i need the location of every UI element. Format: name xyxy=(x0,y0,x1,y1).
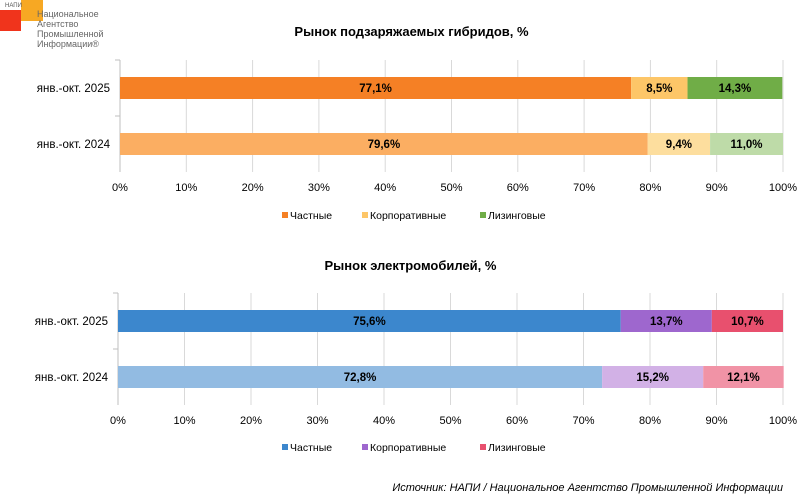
legend-swatch xyxy=(480,444,486,450)
data-label: 10,7% xyxy=(731,316,764,328)
bar-segment xyxy=(118,366,603,388)
category-label: янв.-окт. 2025 xyxy=(35,316,108,328)
logo-line: Промышленной xyxy=(37,29,104,39)
data-label: 75,6% xyxy=(353,316,386,328)
x-tick-label: 0% xyxy=(112,182,128,194)
x-tick-label: 70% xyxy=(573,182,595,194)
x-tick-label: 70% xyxy=(572,415,594,427)
bar-segment xyxy=(710,133,783,155)
source-note: Источник: НАПИ / Национальное Агентство … xyxy=(392,482,783,494)
logo-line: Информации® xyxy=(37,39,99,49)
data-label: 9,4% xyxy=(666,139,692,151)
x-tick-label: 80% xyxy=(639,415,661,427)
logo-line: Агентство xyxy=(37,19,79,29)
data-label: 8,5% xyxy=(646,83,672,95)
category-label: янв.-окт. 2024 xyxy=(37,139,111,151)
legend-label: Корпоративные xyxy=(370,210,446,222)
x-tick-label: 30% xyxy=(306,415,328,427)
data-label: 11,0% xyxy=(731,139,763,151)
data-label: 79,6% xyxy=(368,139,401,151)
x-tick-label: 50% xyxy=(440,182,462,194)
logo-abbr: НАПИ xyxy=(5,3,22,9)
legend-label: Частные xyxy=(290,210,332,222)
x-tick-label: 20% xyxy=(240,415,262,427)
bar-segment xyxy=(647,133,711,155)
legend-label: Частные xyxy=(290,442,332,454)
legend-swatch xyxy=(362,444,368,450)
x-tick-label: 60% xyxy=(506,415,528,427)
legend-label: Лизинговые xyxy=(488,442,546,454)
chart-title: Рынок электромобилей, % xyxy=(325,258,497,273)
legend-swatch xyxy=(282,444,288,450)
x-tick-label: 80% xyxy=(639,182,661,194)
logo-line: Национальное xyxy=(37,9,99,19)
x-tick-label: 90% xyxy=(706,182,728,194)
x-tick-label: 50% xyxy=(439,415,461,427)
bar-segment xyxy=(703,366,784,388)
chart-title: Рынок подзаряжаемых гибридов, % xyxy=(294,24,529,39)
legend-label: Корпоративные xyxy=(370,442,446,454)
bar-segment xyxy=(620,310,712,332)
x-tick-label: 90% xyxy=(705,415,727,427)
data-label: 14,3% xyxy=(719,83,752,95)
bar-segment xyxy=(631,77,688,99)
data-label: 13,7% xyxy=(650,316,683,328)
legend-swatch xyxy=(480,212,486,218)
x-tick-label: 10% xyxy=(173,415,195,427)
x-tick-label: 60% xyxy=(507,182,529,194)
x-tick-label: 10% xyxy=(175,182,197,194)
x-tick-label: 40% xyxy=(374,182,396,194)
data-label: 12,1% xyxy=(727,372,760,384)
category-label: янв.-окт. 2025 xyxy=(37,83,110,95)
data-label: 77,1% xyxy=(359,83,392,95)
bar-segment xyxy=(602,366,704,388)
x-tick-label: 100% xyxy=(769,415,797,427)
bar-segment xyxy=(120,77,632,99)
category-label: янв.-окт. 2024 xyxy=(35,372,109,384)
bar-segment xyxy=(711,310,783,332)
legend-swatch xyxy=(282,212,288,218)
legend-label: Лизинговые xyxy=(488,210,546,222)
x-tick-label: 0% xyxy=(110,415,126,427)
bar-segment xyxy=(118,310,621,332)
x-tick-label: 30% xyxy=(308,182,330,194)
x-tick-label: 20% xyxy=(242,182,264,194)
legend-swatch xyxy=(362,212,368,218)
bar-segment xyxy=(120,133,648,155)
x-tick-label: 40% xyxy=(373,415,395,427)
bar-segment xyxy=(687,77,783,99)
data-label: 15,2% xyxy=(636,372,669,384)
data-label: 72,8% xyxy=(344,372,377,384)
x-tick-label: 100% xyxy=(769,182,797,194)
